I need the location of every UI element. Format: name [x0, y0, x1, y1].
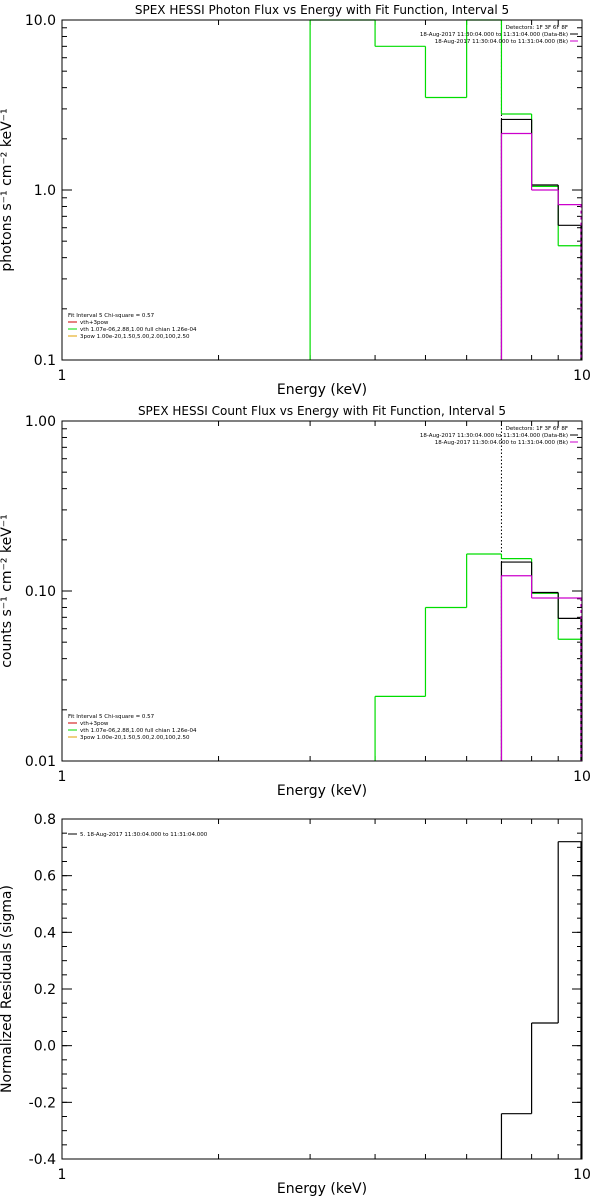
y-tick-label: 0.1 — [34, 353, 56, 369]
y-tick-label: 0.8 — [34, 812, 56, 828]
legend-right-entry: 18-Aug-2017 11:30:04.000 to 11:31:04.000… — [435, 440, 568, 446]
series-1 — [374, 553, 582, 761]
x-tick-label: 10 — [573, 368, 591, 384]
x-tick-label: 1 — [58, 1167, 67, 1183]
y-tick-label: 0.01 — [25, 754, 56, 770]
plot-frame — [61, 818, 583, 1160]
y-axis-label: photons s⁻¹ cm⁻² keV⁻¹ — [0, 108, 15, 271]
legend-left-entry: vth+3pow — [80, 721, 109, 727]
legend-left-entry: vth+3pow — [80, 320, 109, 326]
y-tick-label: 0.2 — [34, 982, 56, 998]
x-axis-label: Energy (keV) — [277, 1181, 367, 1197]
x-tick-label: 1 — [58, 368, 67, 384]
series-1 — [500, 841, 582, 1159]
y-tick-label: 0.10 — [25, 584, 56, 600]
series-3 — [500, 132, 582, 360]
legend-left-entry: vth 1.07e-06,2.88,1.00 full chian 1.26e-… — [80, 728, 197, 734]
legend-right-entry: Detectors: 1F 3F 6F 8F — [506, 426, 568, 432]
y-tick-label: 1.0 — [34, 183, 56, 199]
x-axis-label: Energy (keV) — [277, 382, 367, 398]
legend-left-entry: Fit Interval 5 Chi-square = 0.57 — [68, 714, 155, 720]
x-tick-label: 10 — [573, 1167, 591, 1183]
series-3 — [500, 575, 582, 761]
y-tick-label: 10.0 — [25, 13, 56, 29]
y-tick-label: 0.6 — [34, 869, 56, 885]
y-tick-label: -0.2 — [29, 1095, 56, 1111]
legend-left-entry: Fit Interval 5 Chi-square = 0.57 — [68, 313, 155, 319]
legend-left-entry: 3pow 1.00e-20,1.50,5.00,2.00,100,2.50 — [80, 735, 190, 741]
series-2 — [500, 118, 582, 360]
y-tick-label: 0.4 — [34, 925, 56, 941]
chart-panel-1: SPEX HESSI Photon Flux vs Energy with Fi… — [0, 3, 591, 398]
chart-title: SPEX HESSI Photon Flux vs Energy with Fi… — [135, 3, 509, 17]
y-axis-label: counts s⁻¹ cm⁻² keV⁻¹ — [0, 514, 15, 668]
y-tick-label: 1.00 — [25, 414, 56, 430]
legend-right-entry: Detectors: 1F 3F 6F 8F — [506, 25, 568, 31]
plot-frame — [61, 19, 583, 361]
chart-panel-2: SPEX HESSI Count Flux vs Energy with Fit… — [0, 404, 591, 799]
y-tick-label: 0.0 — [34, 1039, 56, 1055]
chart-panel-3: 1 10 -0.4 -0.2 0.0 0.2 0.4 0.6 0.8 Energy (keV) No… — [0, 812, 591, 1197]
chart-title: SPEX HESSI Count Flux vs Energy with Fit… — [138, 404, 506, 418]
x-tick-label: 10 — [573, 769, 591, 785]
y-tick-label: -0.4 — [29, 1152, 56, 1168]
plot-frame — [61, 420, 583, 762]
y-axis-label: Normalized Residuals (sigma) — [0, 885, 15, 1093]
x-axis-label: Energy (keV) — [277, 783, 367, 799]
legend-right-entry: 18-Aug-2017 11:30:04.000 to 11:31:04.000… — [435, 39, 568, 45]
legend-right-entry: 18-Aug-2017 11:30:04.000 to 11:31:04.000… — [420, 32, 568, 38]
legend-right-entry: 18-Aug-2017 11:30:04.000 to 11:31:04.000… — [420, 433, 568, 439]
legend-left-entry: 5. 18-Aug-2017 11:30:04.000 to 11:31:04.… — [80, 832, 208, 838]
legend-left-entry: vth 1.07e-06,2.88,1.00 full chian 1.26e-… — [80, 327, 197, 333]
series-2 — [500, 561, 582, 761]
legend-left-entry: 3pow 1.00e-20,1.50,5.00,2.00,100,2.50 — [80, 334, 190, 340]
x-tick-label: 1 — [58, 769, 67, 785]
